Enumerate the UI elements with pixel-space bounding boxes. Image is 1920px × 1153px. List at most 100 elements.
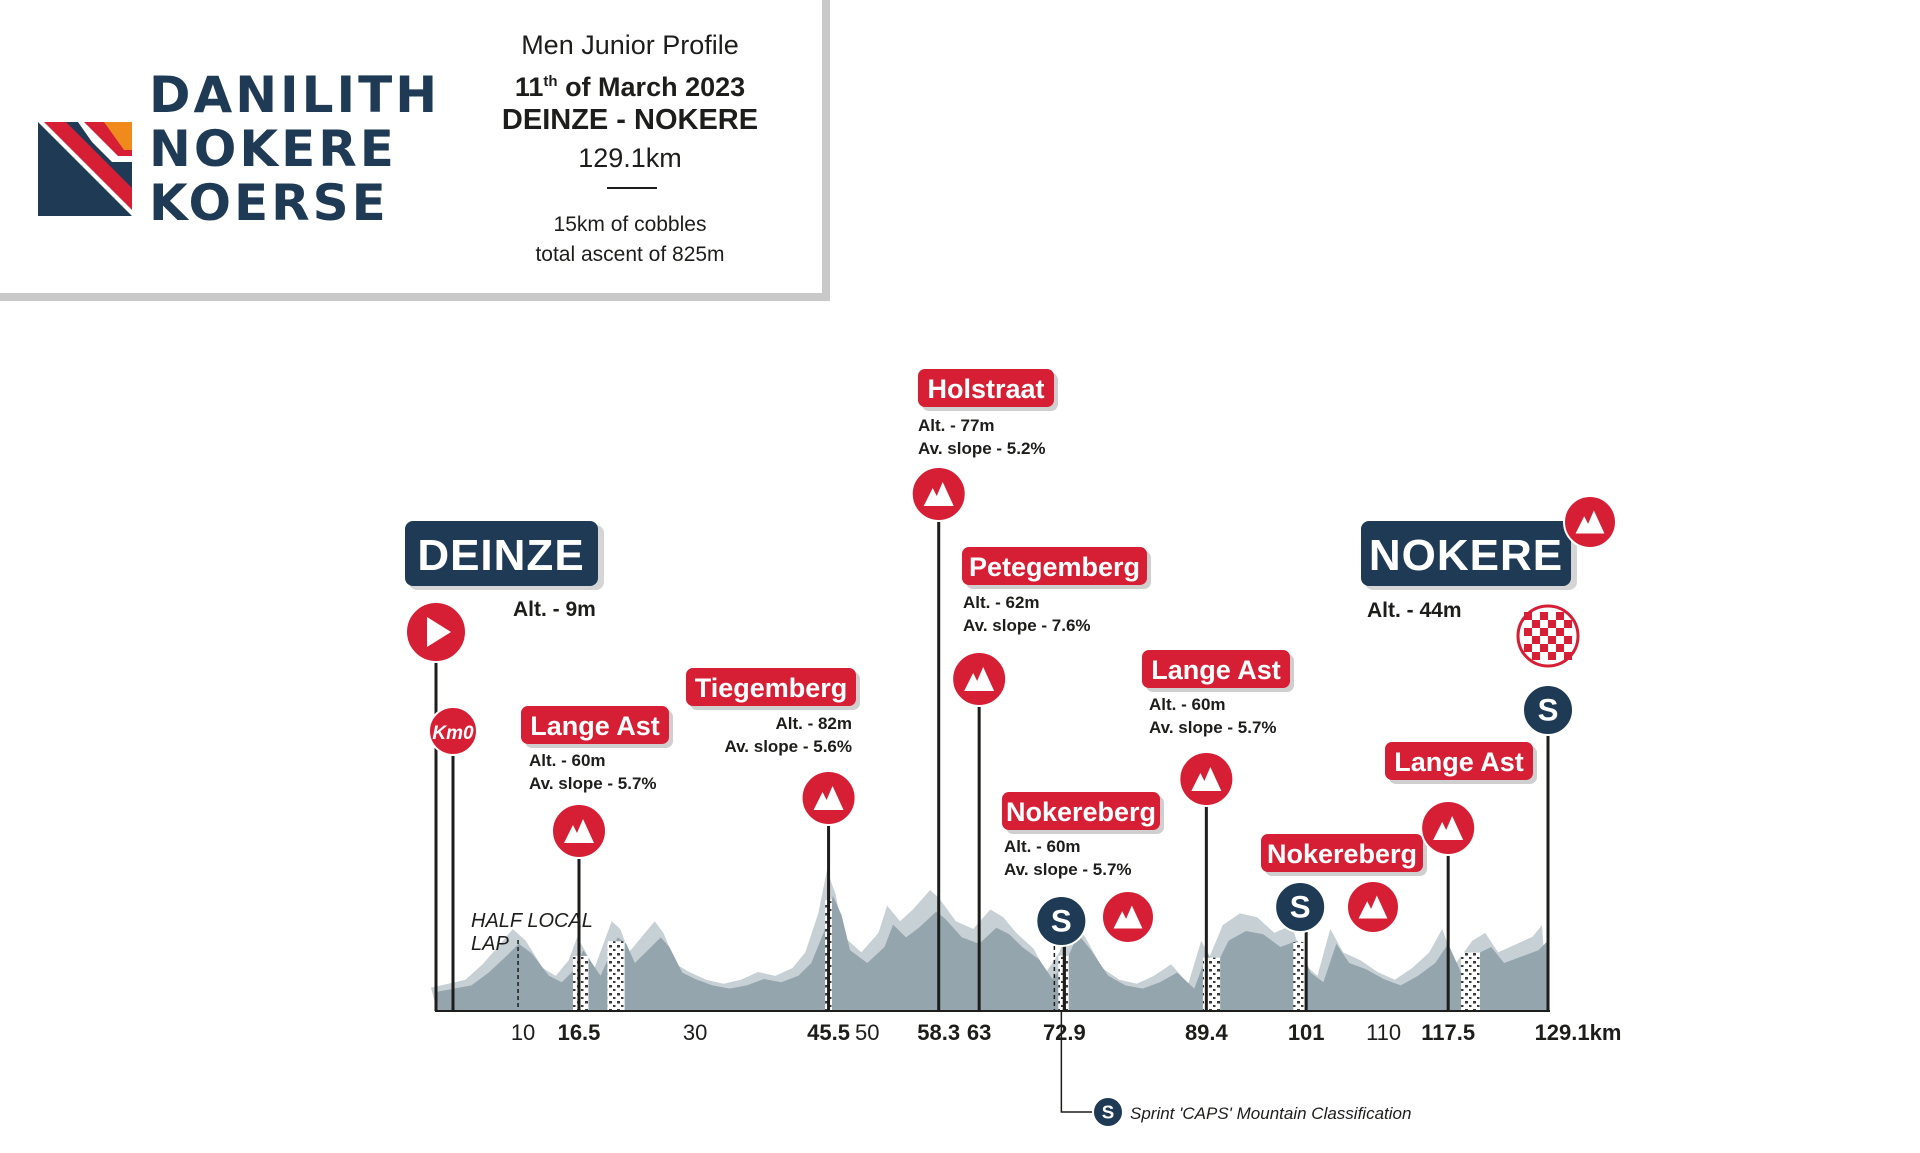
tick-label: 45.5 xyxy=(807,1020,850,1045)
climb-altitude: Alt. - 60m xyxy=(1004,837,1081,856)
climb-mountain-icon xyxy=(1178,751,1235,807)
climb-mountain-icon xyxy=(1346,880,1400,934)
label-box xyxy=(686,668,856,706)
climb-name: Petegemberg xyxy=(969,552,1140,582)
race-logo-icon xyxy=(38,122,132,216)
legend-text: Sprint 'CAPS' Mountain Classification xyxy=(1130,1104,1411,1123)
climb-altitude: Alt. - 60m xyxy=(529,751,606,770)
climb-label-box: Petegemberg xyxy=(962,547,1151,589)
mountain-glyph xyxy=(1433,816,1464,840)
sprint-icon: S xyxy=(1035,895,1088,947)
cobble-section xyxy=(607,941,625,1011)
finish-box xyxy=(1361,521,1571,586)
checker-square xyxy=(1524,628,1532,636)
legend-sprint-icon: S xyxy=(1092,1096,1124,1128)
logo-red-stripe xyxy=(44,122,132,210)
checker-square xyxy=(1524,612,1532,620)
tick-label: 129.1km xyxy=(1535,1020,1622,1045)
checker-square xyxy=(1564,620,1572,628)
climb-label-box: Nokereberg xyxy=(1261,834,1427,876)
climb-name: Nokereberg xyxy=(1006,797,1156,827)
km0-icon: Km0 xyxy=(428,706,478,756)
date-rest: of March 2023 xyxy=(557,72,746,102)
climb-stats: Alt. - 60m Av. slope - 5.7% xyxy=(1149,695,1277,737)
km0-circle xyxy=(428,706,478,756)
climb-label-box: Holstraat xyxy=(918,369,1058,411)
climb-name: Nokereberg xyxy=(1267,839,1417,869)
climb-stats: Alt. - 60m Av. slope - 5.7% xyxy=(1004,837,1132,879)
start-name-box: DEINZE xyxy=(405,521,604,590)
tick-label: 117.5 xyxy=(1421,1020,1475,1045)
climb-stats: Alt. - 62m Av. slope - 7.6% xyxy=(963,593,1091,635)
checker-square xyxy=(1532,636,1540,644)
climb-slope: Av. slope - 5.2% xyxy=(918,439,1046,458)
profile-area xyxy=(437,895,1548,1011)
label-box xyxy=(1385,742,1533,780)
sprint-icon-letter: S xyxy=(1290,890,1311,925)
finish-altitude: Alt. - 44m xyxy=(1367,599,1462,622)
checker-square xyxy=(1556,628,1564,636)
mountain-glyph xyxy=(1113,905,1143,929)
label-box xyxy=(918,369,1054,407)
climb-altitude: Alt. - 77m xyxy=(918,416,995,435)
sprint-icon-letter: S xyxy=(1102,1101,1115,1122)
checker-square xyxy=(1548,636,1556,644)
mountain-glyph xyxy=(1358,895,1388,919)
climb-stats: Alt. - 60m Av. slope - 5.7% xyxy=(529,751,657,793)
legend-leader-line xyxy=(1060,1011,1093,1113)
sprint-icon-circle xyxy=(1522,684,1574,736)
play-glyph xyxy=(427,617,451,647)
tick-label: 110 xyxy=(1366,1020,1401,1045)
start-altitude: Alt. - 9m xyxy=(513,598,596,621)
checker-square xyxy=(1556,644,1564,652)
checker-square xyxy=(1532,652,1540,660)
checker-square xyxy=(1540,628,1548,636)
ascent-info: total ascent of 825m xyxy=(535,243,725,266)
climb-name: Tiegemberg xyxy=(695,673,848,703)
tick-label: 10 xyxy=(511,1020,535,1045)
tick-label: 72.9 xyxy=(1043,1020,1086,1045)
sprint-icon-circle xyxy=(1092,1096,1124,1128)
tick-label: 16.5 xyxy=(558,1020,601,1045)
climb-label-box: Nokereberg xyxy=(1002,792,1164,834)
race-date: 11th of March 2023 xyxy=(490,67,770,102)
profile-label: Men Junior Profile xyxy=(521,30,739,60)
checker-square xyxy=(1548,652,1556,660)
tick-label: 63 xyxy=(967,1020,991,1045)
sprint-icon-circle xyxy=(1274,881,1327,933)
label-box xyxy=(1261,834,1423,872)
climb-label-box: Lange Ast xyxy=(1142,650,1294,692)
date-day: 11 xyxy=(514,72,544,102)
tick-label: 89.4 xyxy=(1185,1020,1229,1045)
climb-mountain-icon xyxy=(910,466,967,522)
finish-name-box: NOKERE xyxy=(1361,521,1577,590)
mountain-glyph xyxy=(1191,767,1222,791)
checker-square xyxy=(1532,620,1540,628)
climb-slope: Av. slope - 5.7% xyxy=(1004,860,1132,879)
cobble-section xyxy=(1461,952,1481,1011)
mountain-glyph xyxy=(923,482,954,506)
tick-label: 30 xyxy=(683,1020,707,1045)
sprint-icon-circle xyxy=(1035,895,1088,947)
start-flag-icon xyxy=(405,601,467,663)
climb-slope: Av. slope - 7.6% xyxy=(963,616,1091,635)
mountain-glyph xyxy=(813,786,844,810)
tick-label: 101 xyxy=(1288,1020,1325,1045)
mountain-glyph xyxy=(563,819,594,843)
finish-town-name: NOKERE xyxy=(1369,531,1563,580)
finish-flag-icon xyxy=(1516,604,1580,668)
climb-slope: Av. slope - 5.7% xyxy=(529,774,657,793)
logo-orange-corner xyxy=(104,122,132,150)
climb-label-box: Tiegemberg xyxy=(686,668,860,710)
logo-word-3: KOERSE xyxy=(149,174,389,232)
climb-name: Lange Ast xyxy=(1394,747,1524,777)
checker-square xyxy=(1556,612,1564,620)
checker-square xyxy=(1564,652,1572,660)
sprint-icon-letter: S xyxy=(1051,904,1072,939)
lap-note-line-1: HALF LOCAL xyxy=(471,910,593,932)
climb-mountain-icon xyxy=(1420,800,1477,856)
climb-altitude: Alt. - 60m xyxy=(1149,695,1226,714)
finish-mountain-icon xyxy=(1563,495,1617,549)
climb-slope: Av. slope - 5.6% xyxy=(724,737,852,756)
checker-square xyxy=(1564,636,1572,644)
